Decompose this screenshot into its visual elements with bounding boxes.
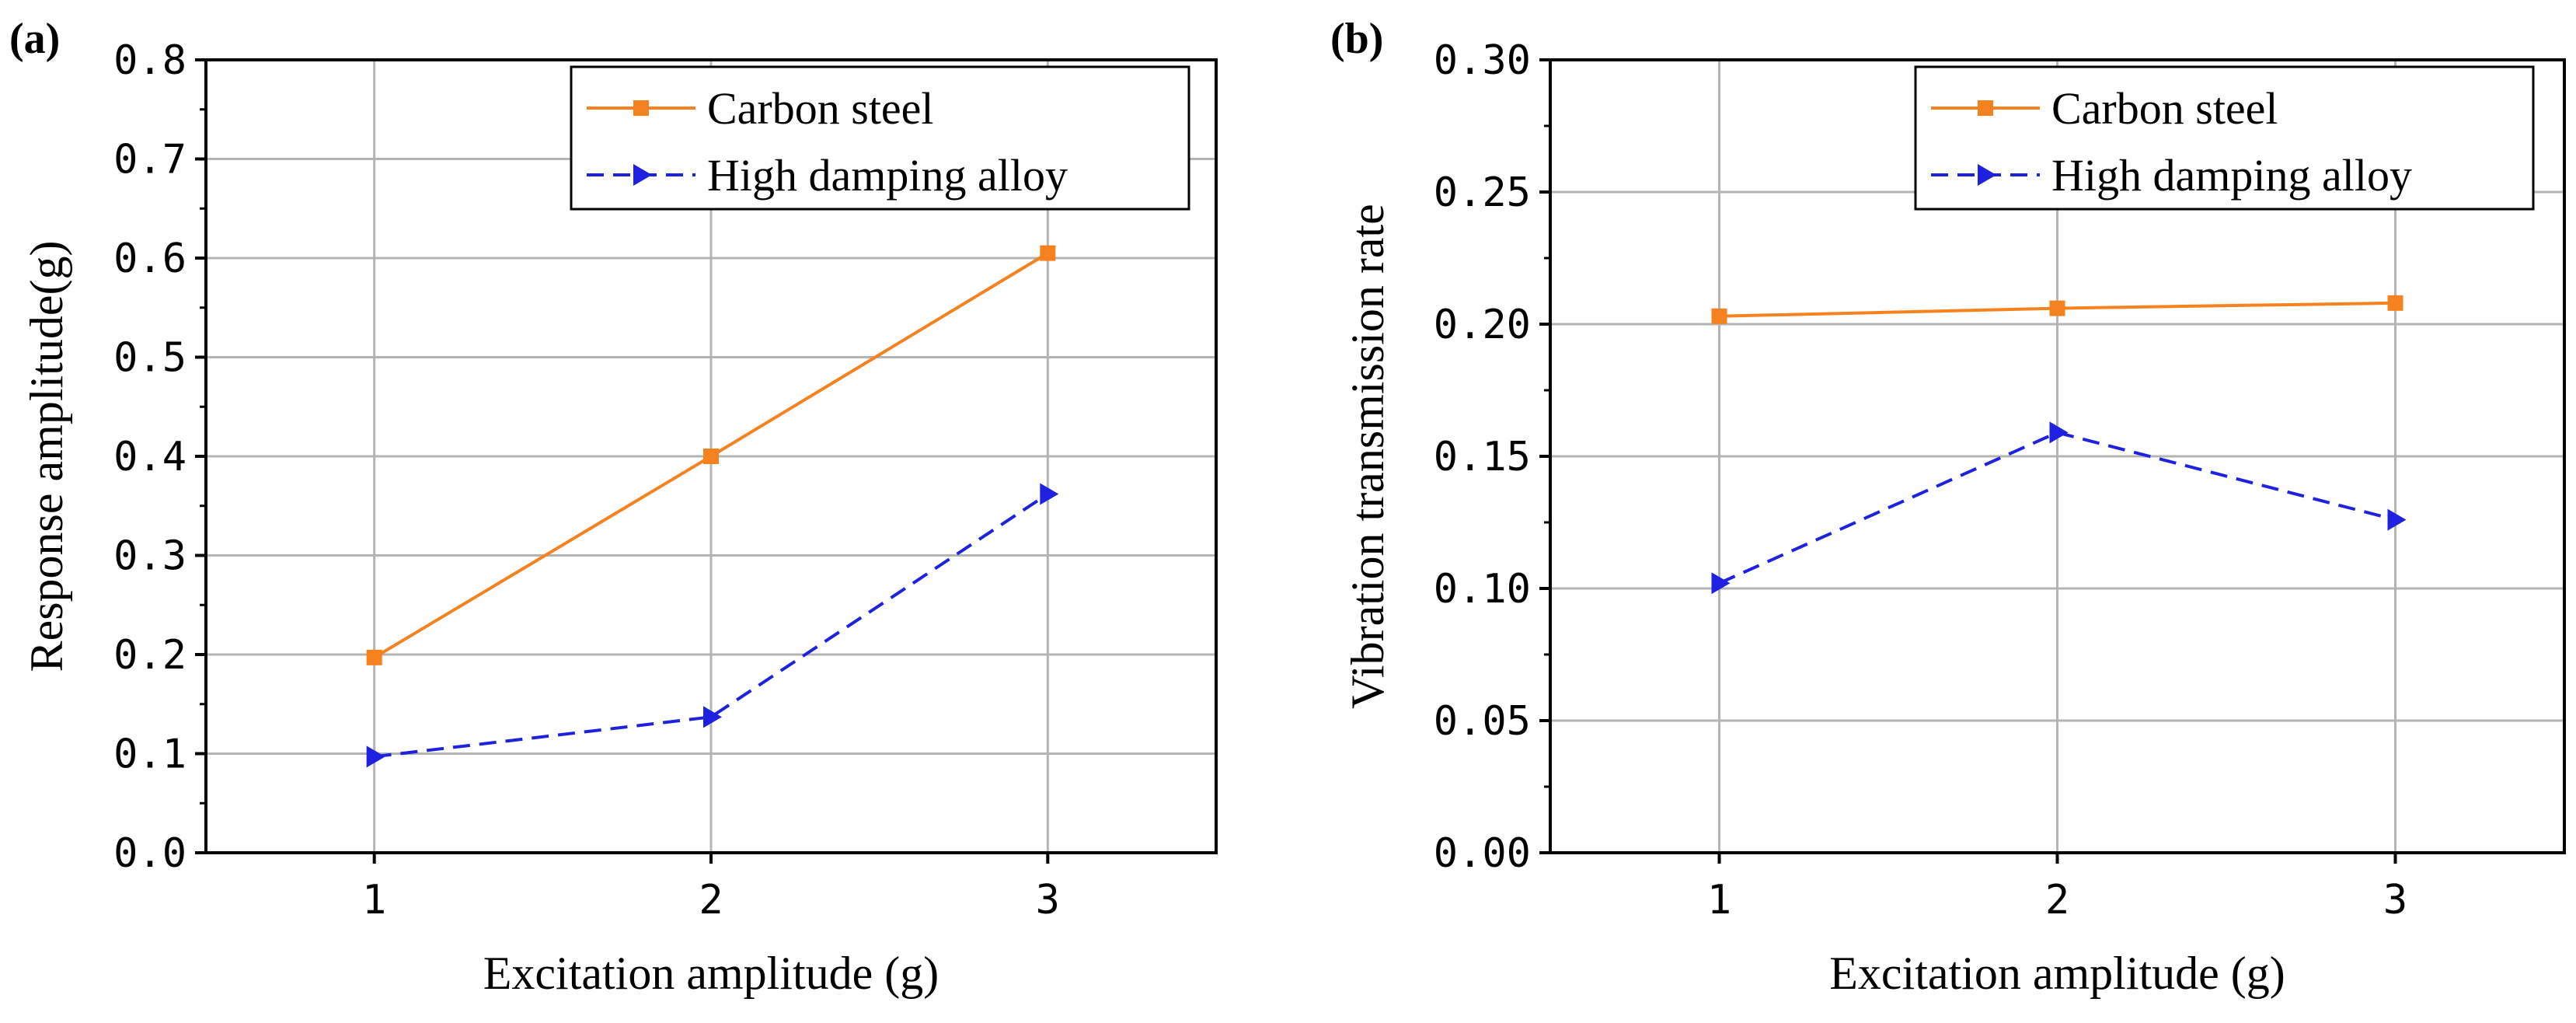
y-tick-label: 0.8 [113, 37, 186, 84]
panel-label-b: (b) [1330, 15, 1383, 63]
y-tick-label: 0.20 [1434, 302, 1531, 348]
panel-label-a: (a) [9, 15, 60, 63]
data-point [2387, 508, 2407, 531]
y-axis-title: Vibration transmission rate [1342, 204, 1393, 709]
legend-marker-0 [633, 100, 649, 116]
legend-label-1: High damping alloy [707, 150, 1068, 201]
x-tick-label: 2 [699, 877, 723, 923]
legend-box [570, 65, 1190, 211]
y-tick-label: 0.25 [1434, 169, 1531, 216]
x-axis-title: Excitation amplitude (g) [1829, 948, 2285, 999]
y-tick-label: 0.15 [1434, 434, 1531, 480]
legend-marker-0 [1978, 100, 1993, 116]
x-tick-label: 1 [1707, 877, 1731, 923]
chart-b: (b) 0.00 0.05 0.10 0.15 0.20 0.25 0.30 1 2 3 Excit… [1330, 15, 2566, 999]
y-tick-label: 0.5 [113, 335, 186, 382]
y-tick-label: 0.10 [1434, 566, 1531, 613]
legend-marker-1 [633, 164, 652, 186]
data-point [1711, 308, 1727, 324]
chart-a: (a) 0.0 0.1 0.2 0.3 0.4 0.5 0.6 0.7 0.8 1 2 3 Excita… [9, 15, 1218, 999]
y-tick-label: 0.7 [113, 137, 186, 183]
data-point [2049, 300, 2065, 316]
x-axis-title: Excitation amplitude (g) [483, 948, 939, 999]
y-tick-label: 0.05 [1434, 698, 1531, 745]
series-line-1 [374, 492, 1049, 759]
y-axis-title: Response amplitude(g) [21, 241, 72, 672]
y-tick-label: 0.6 [113, 236, 186, 282]
legend-label-0: Carbon steel [2051, 83, 2278, 134]
y-tick-label: 0.2 [113, 632, 186, 679]
legend-label-0: Carbon steel [707, 83, 934, 134]
y-tick-label: 0.30 [1434, 37, 1531, 84]
data-point [2049, 421, 2069, 444]
y-tick-label: 0.00 [1434, 830, 1531, 877]
data-point [1711, 572, 1731, 595]
x-tick-label: 2 [2045, 877, 2069, 923]
y-tick-label: 0.1 [113, 731, 186, 778]
data-point [1040, 483, 1059, 505]
legend-marker-1 [1978, 164, 1996, 186]
x-tick-label: 3 [2383, 877, 2407, 923]
y-tick-label: 0.4 [113, 434, 186, 480]
y-tick-label: 0.3 [113, 533, 186, 580]
data-point [366, 649, 382, 665]
data-point [703, 449, 719, 464]
legend-box [1914, 65, 2535, 211]
data-point [1040, 245, 1056, 261]
x-tick-label: 1 [362, 877, 386, 923]
y-tick-label: 0.0 [113, 830, 186, 877]
legend-label-1: High damping alloy [2051, 150, 2412, 201]
data-point [366, 745, 385, 768]
data-point [2387, 295, 2403, 311]
x-tick-label: 3 [1036, 877, 1060, 923]
data-point [703, 706, 722, 728]
